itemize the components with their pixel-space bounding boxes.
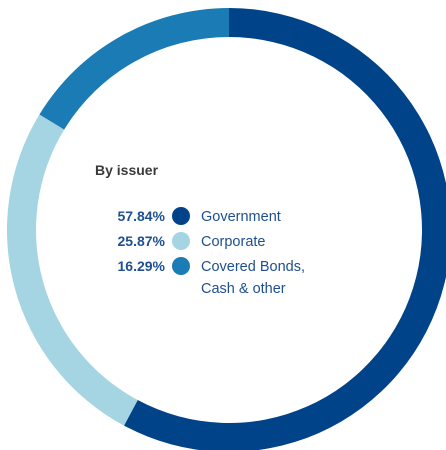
slice-government (124, 8, 446, 450)
value-label-covered-bonds-cash-other: 16.29% (117, 258, 165, 274)
legend-label-government: Government (201, 209, 281, 225)
value-label-government: 57.84% (117, 208, 165, 224)
value-label-corporate: 25.87% (117, 233, 165, 249)
chart-title: By issuer (95, 162, 159, 178)
legend-label-covered-bonds-cash-other: Covered Bonds, Cash & other (201, 259, 305, 297)
legend-swatch-covered-bonds-cash-other (172, 257, 190, 275)
legend-swatch-corporate (172, 232, 190, 250)
slice-covered-bonds-cash-other (39, 8, 229, 130)
legend-swatch-government (172, 207, 190, 225)
legend-label-corporate: Corporate (201, 234, 266, 250)
slice-corporate (6, 114, 138, 426)
